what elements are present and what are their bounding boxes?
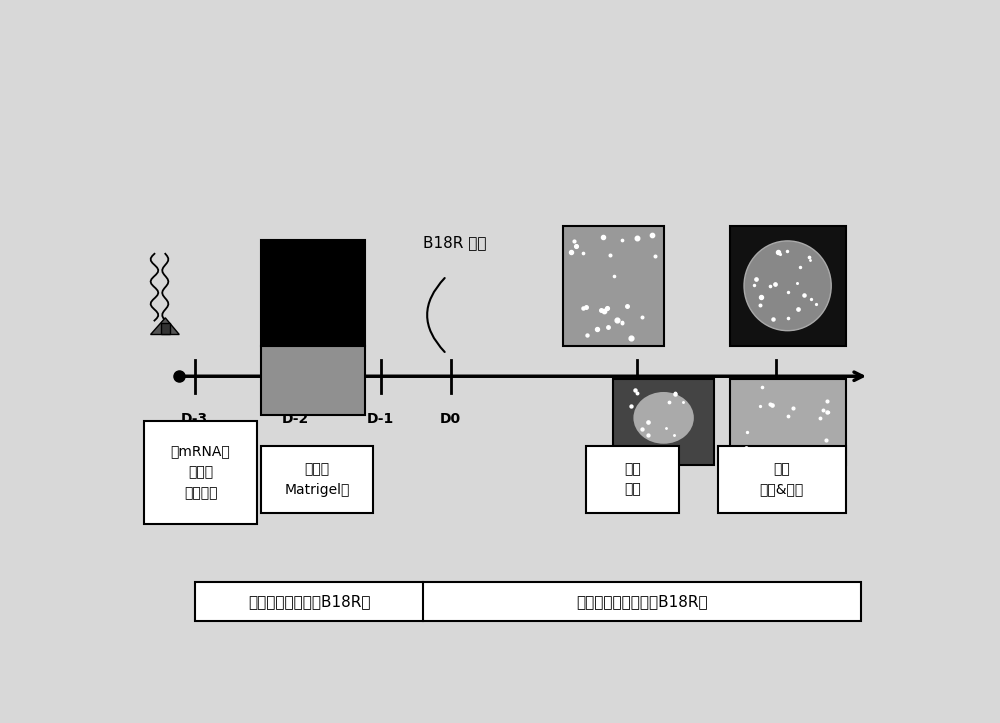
Text: D0: D0 <box>440 412 461 427</box>
Polygon shape <box>151 318 179 335</box>
Text: 挑出
集落&建立: 挑出 集落&建立 <box>760 462 804 497</box>
Text: B18R 排除: B18R 排除 <box>423 235 486 250</box>
Text: 重编程培养基（没有B18R）: 重编程培养基（没有B18R） <box>576 594 708 609</box>
Text: 接种在
Matrigel上: 接种在 Matrigel上 <box>284 462 350 497</box>
Text: D-3: D-3 <box>181 412 208 427</box>
Text: D-2: D-2 <box>282 412 309 427</box>
Bar <box>613 379 714 466</box>
FancyBboxPatch shape <box>144 421 257 523</box>
Bar <box>261 346 365 415</box>
FancyBboxPatch shape <box>718 446 846 513</box>
FancyBboxPatch shape <box>261 446 373 513</box>
Text: 将mRNA电
穿孔到
尿细胞中: 将mRNA电 穿孔到 尿细胞中 <box>171 445 230 500</box>
Text: 生长培养基（具有B18R）: 生长培养基（具有B18R） <box>248 594 370 609</box>
Text: D8: D8 <box>626 412 647 427</box>
Bar <box>730 379 846 466</box>
Bar <box>730 226 846 346</box>
Bar <box>261 240 365 346</box>
Text: D-1: D-1 <box>367 412 394 427</box>
Ellipse shape <box>633 392 694 444</box>
Bar <box>195 582 861 621</box>
Bar <box>563 226 664 346</box>
Bar <box>161 323 170 335</box>
Ellipse shape <box>744 241 831 330</box>
FancyBboxPatch shape <box>586 446 679 513</box>
Text: D12~: D12~ <box>755 412 797 427</box>
Text: 集落
出现: 集落 出现 <box>624 462 641 497</box>
